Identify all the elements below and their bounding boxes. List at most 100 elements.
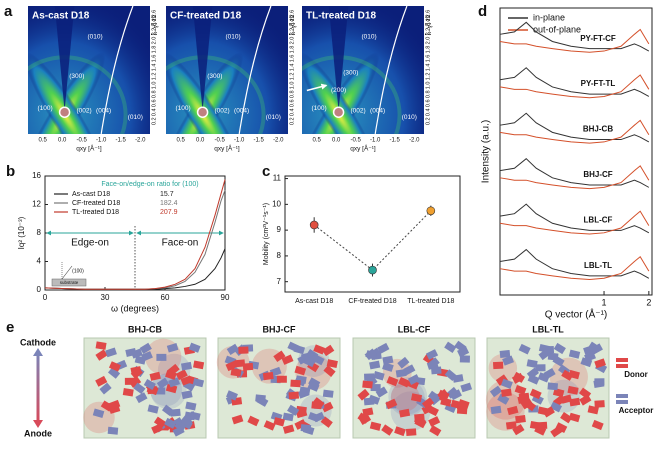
y-axis-label: qz [Å⁻¹] [288,15,295,36]
detector-gap [54,6,75,111]
molecule [139,342,152,354]
x-tick-label: 0.0 [196,138,205,144]
molecule [172,425,185,437]
molecule [381,424,394,436]
molecule [457,399,470,410]
x-tick-label: 2 [646,297,651,307]
molecule [398,408,411,418]
molecule [238,346,249,354]
molecule [107,367,121,379]
image-title: TL-treated D18 [306,11,376,22]
molecule [594,400,605,408]
y-tick-label: 0.8 [289,90,295,98]
legend-ratio: 182.4 [160,200,178,207]
profile-line [499,21,650,52]
legend-swatch [616,394,628,398]
molecule [282,424,295,434]
annotation: (100) [72,268,84,274]
y-axis-label: Mobility (cm²V⁻¹s⁻¹) [263,203,270,265]
molecule [130,367,143,380]
x-tick-label: -0.5 [351,138,362,144]
profile-line [499,67,650,97]
y-tick-label: 1.2 [425,73,431,81]
substrate [51,278,87,287]
molecule [188,342,201,353]
y-tick-label: 11 [273,174,282,183]
x-tick-label: 60 [161,293,170,302]
molecule [156,353,167,361]
giwaxs-image: As-cast D18 (010) (300) (100) (002) (004) (010… [28,6,150,134]
domain [388,377,428,416]
molecule [394,426,406,437]
molecule [446,386,459,399]
y-tick-label: 1.2 [151,73,157,81]
profile-line [499,248,650,279]
molecule [322,389,334,398]
molecule [385,398,398,410]
molecule [263,420,276,431]
inset-vector [61,265,73,280]
panel-label: c [262,163,270,180]
beam-stop [58,106,71,118]
sample-label: BHJ-CB [583,125,613,134]
molecule [535,364,546,372]
y-tick-label: 4 [37,257,42,266]
x-tick-label: CF-treated D18 [348,298,396,305]
y-tick-label: 1.4 [289,64,295,72]
molecule [363,397,375,406]
molecule [92,408,105,418]
molecule [547,382,559,391]
molecule [295,408,308,419]
molecule [382,355,394,365]
molecule [193,360,205,370]
peak-label: (010) [362,33,377,40]
y-tick-label: 0.2 [425,117,431,125]
molecule [542,406,555,418]
peak-label: (002) [215,108,230,115]
molecule [591,419,604,431]
molecule [560,412,573,424]
molecule [225,360,238,372]
molecule [226,390,238,401]
panel-label: e [6,319,14,336]
x-tick-label: 0.0 [58,138,67,144]
molecule [536,421,548,430]
molecule [326,359,338,369]
molecule [364,373,375,381]
peak-label: (004) [96,108,111,115]
y-tick-label: 0.4 [425,108,431,116]
molecule [165,370,177,380]
molecule [456,406,468,415]
electrode-label: Anode [24,428,52,438]
electrode-arrow [36,353,40,423]
molecule [518,343,531,355]
x-tick-label: -1.5 [254,138,265,144]
molecule [375,386,388,398]
molecule [543,368,556,380]
box-title: LBL-TL [532,324,564,334]
molecule [569,397,581,407]
molecule [403,364,416,376]
legend-swatch [616,364,628,368]
molecule [273,350,286,362]
molecule [230,368,242,377]
molecule [135,392,148,404]
molecule [180,361,193,371]
legend-label: Acceptor [619,406,654,415]
molecule [515,415,526,424]
profile-line [499,255,650,280]
molecule [431,366,442,375]
molecule [552,355,565,367]
molecule [452,374,464,383]
molecule [369,360,381,370]
beam-stop [196,106,209,118]
y-tick-label: 2.6 [425,10,431,18]
molecule [140,351,153,362]
molecule [174,420,187,432]
molecule [287,404,300,416]
molecule [161,404,175,417]
molecule [192,378,205,388]
plot-frame [284,175,461,293]
molecule [156,377,170,389]
